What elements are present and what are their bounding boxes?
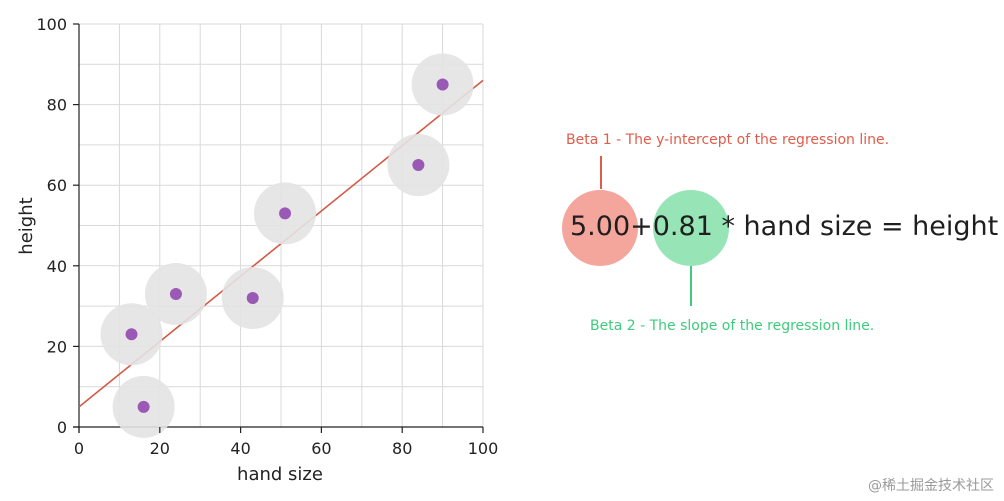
point-halos [100, 53, 474, 438]
y-tick-label: 60 [47, 176, 67, 195]
beta1-annotation: Beta 1 - The y-intercept of the regressi… [566, 132, 890, 148]
beta1-connector [600, 156, 602, 189]
beta1-value: 5.00 [570, 211, 631, 242]
x-tick-label: 20 [150, 439, 170, 458]
tick-labels: 0 20 40 60 80 100 0 20 40 60 80 100 [36, 15, 498, 458]
beta2-highlight-circle [653, 190, 729, 266]
data-point [279, 207, 292, 220]
regression-equation: 5.00+0.81 * hand size = height [570, 210, 998, 244]
y-tick-label: 80 [47, 96, 67, 115]
x-axis-title: hand size [237, 464, 323, 485]
data-point [412, 159, 425, 172]
x-tick-label: 100 [468, 439, 499, 458]
data-point [125, 328, 138, 341]
y-axis-title: height [16, 197, 37, 254]
equation-rest: * hand size = height [721, 211, 999, 242]
data-point [169, 288, 182, 301]
plus-sign: + [630, 211, 653, 242]
x-tick-label: 0 [74, 439, 84, 458]
data-point [436, 78, 449, 91]
data-point [246, 292, 259, 305]
x-tick-label: 40 [230, 439, 250, 458]
watermark: @稀土掘金技术社区 [868, 478, 994, 494]
x-tick-label: 80 [392, 439, 412, 458]
beta2-value: 0.81 [652, 211, 713, 242]
beta1-highlight-circle [562, 190, 638, 266]
y-tick-label: 100 [36, 15, 67, 34]
y-tick-label: 20 [47, 337, 67, 356]
scatter-chart: 0 20 40 60 80 100 0 20 40 60 80 100 hand size heigh… [16, 15, 498, 485]
beta2-annotation: Beta 2 - The slope of the regression lin… [590, 318, 875, 334]
y-tick-label: 40 [47, 257, 67, 276]
data-points [125, 78, 449, 413]
beta2-connector [690, 266, 692, 306]
y-tick-label: 0 [57, 418, 67, 437]
equation-panel: Beta 1 - The y-intercept of the regressi… [540, 120, 1000, 350]
x-tick-label: 60 [311, 439, 331, 458]
data-point [137, 400, 150, 413]
